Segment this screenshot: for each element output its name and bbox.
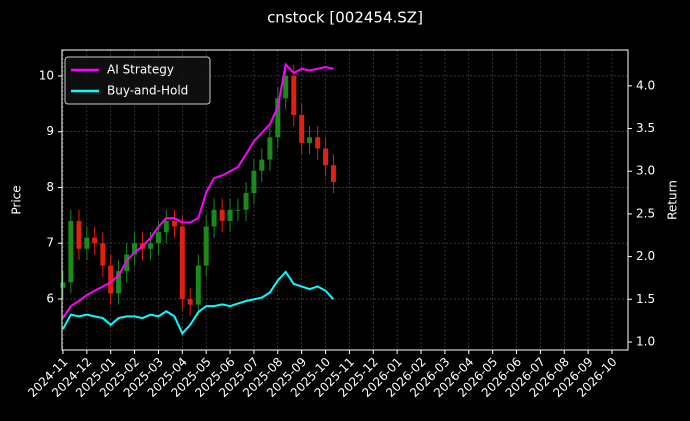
candle-body: [92, 237, 98, 244]
candle-body: [283, 75, 289, 99]
plot-frame: [61, 49, 629, 351]
candle-body: [203, 226, 209, 266]
candle-body: [68, 220, 74, 283]
candle-body: [267, 137, 273, 160]
candle-body: [148, 243, 154, 249]
y2-tick-label: 2.5: [636, 206, 655, 220]
candle-body: [155, 232, 161, 244]
candle-body: [84, 237, 90, 249]
y-tick-label: 10: [39, 68, 54, 82]
candle-body: [235, 209, 241, 211]
y2-tick-label: 1.0: [636, 334, 655, 348]
candle-body: [108, 265, 114, 294]
y-tick-label: 6: [46, 291, 54, 305]
chart-title: cnstock [002454.SZ]: [267, 9, 423, 27]
y-tick-label: 7: [46, 236, 54, 250]
y-tick-label: 8: [46, 180, 54, 194]
legend-label: Buy-and-Hold: [107, 84, 188, 98]
y2-tick-label: 3.5: [636, 121, 655, 135]
y2-tick-label: 1.5: [636, 292, 655, 306]
y2-tick-label: 4.0: [636, 78, 655, 92]
candle-body: [219, 209, 225, 221]
series-line: [62, 62, 334, 319]
y2-tick-label: 2.0: [636, 249, 655, 263]
legend-box: [64, 56, 211, 105]
candle-body: [76, 220, 82, 249]
candle-body: [195, 265, 201, 305]
candle-body: [291, 75, 297, 116]
y-axis-label: Price: [10, 185, 24, 214]
candle-body: [163, 220, 169, 233]
candle-body: [116, 271, 122, 294]
candle-body: [275, 98, 281, 138]
candle-body: [315, 137, 321, 149]
candle-body: [227, 209, 233, 221]
candle-body: [187, 298, 193, 305]
y-tick-label: 9: [46, 124, 54, 138]
y2-tick-label: 3.0: [636, 164, 655, 178]
candle-body: [323, 148, 329, 166]
candle-body: [211, 209, 217, 227]
candle-body: [179, 226, 185, 299]
candle-body: [251, 170, 257, 194]
legend-label: AI Strategy: [107, 63, 174, 77]
candle-body: [299, 115, 305, 143]
candle-body: [132, 243, 138, 255]
candle-body: [243, 193, 249, 210]
candle-body: [100, 243, 106, 266]
candle-body: [60, 282, 66, 288]
candle-body: [307, 137, 313, 143]
candle-body: [171, 220, 177, 227]
candle-body: [330, 165, 336, 182]
series-line: [62, 270, 335, 336]
candle-body: [259, 159, 265, 171]
y2-axis-label: Return: [666, 180, 680, 220]
